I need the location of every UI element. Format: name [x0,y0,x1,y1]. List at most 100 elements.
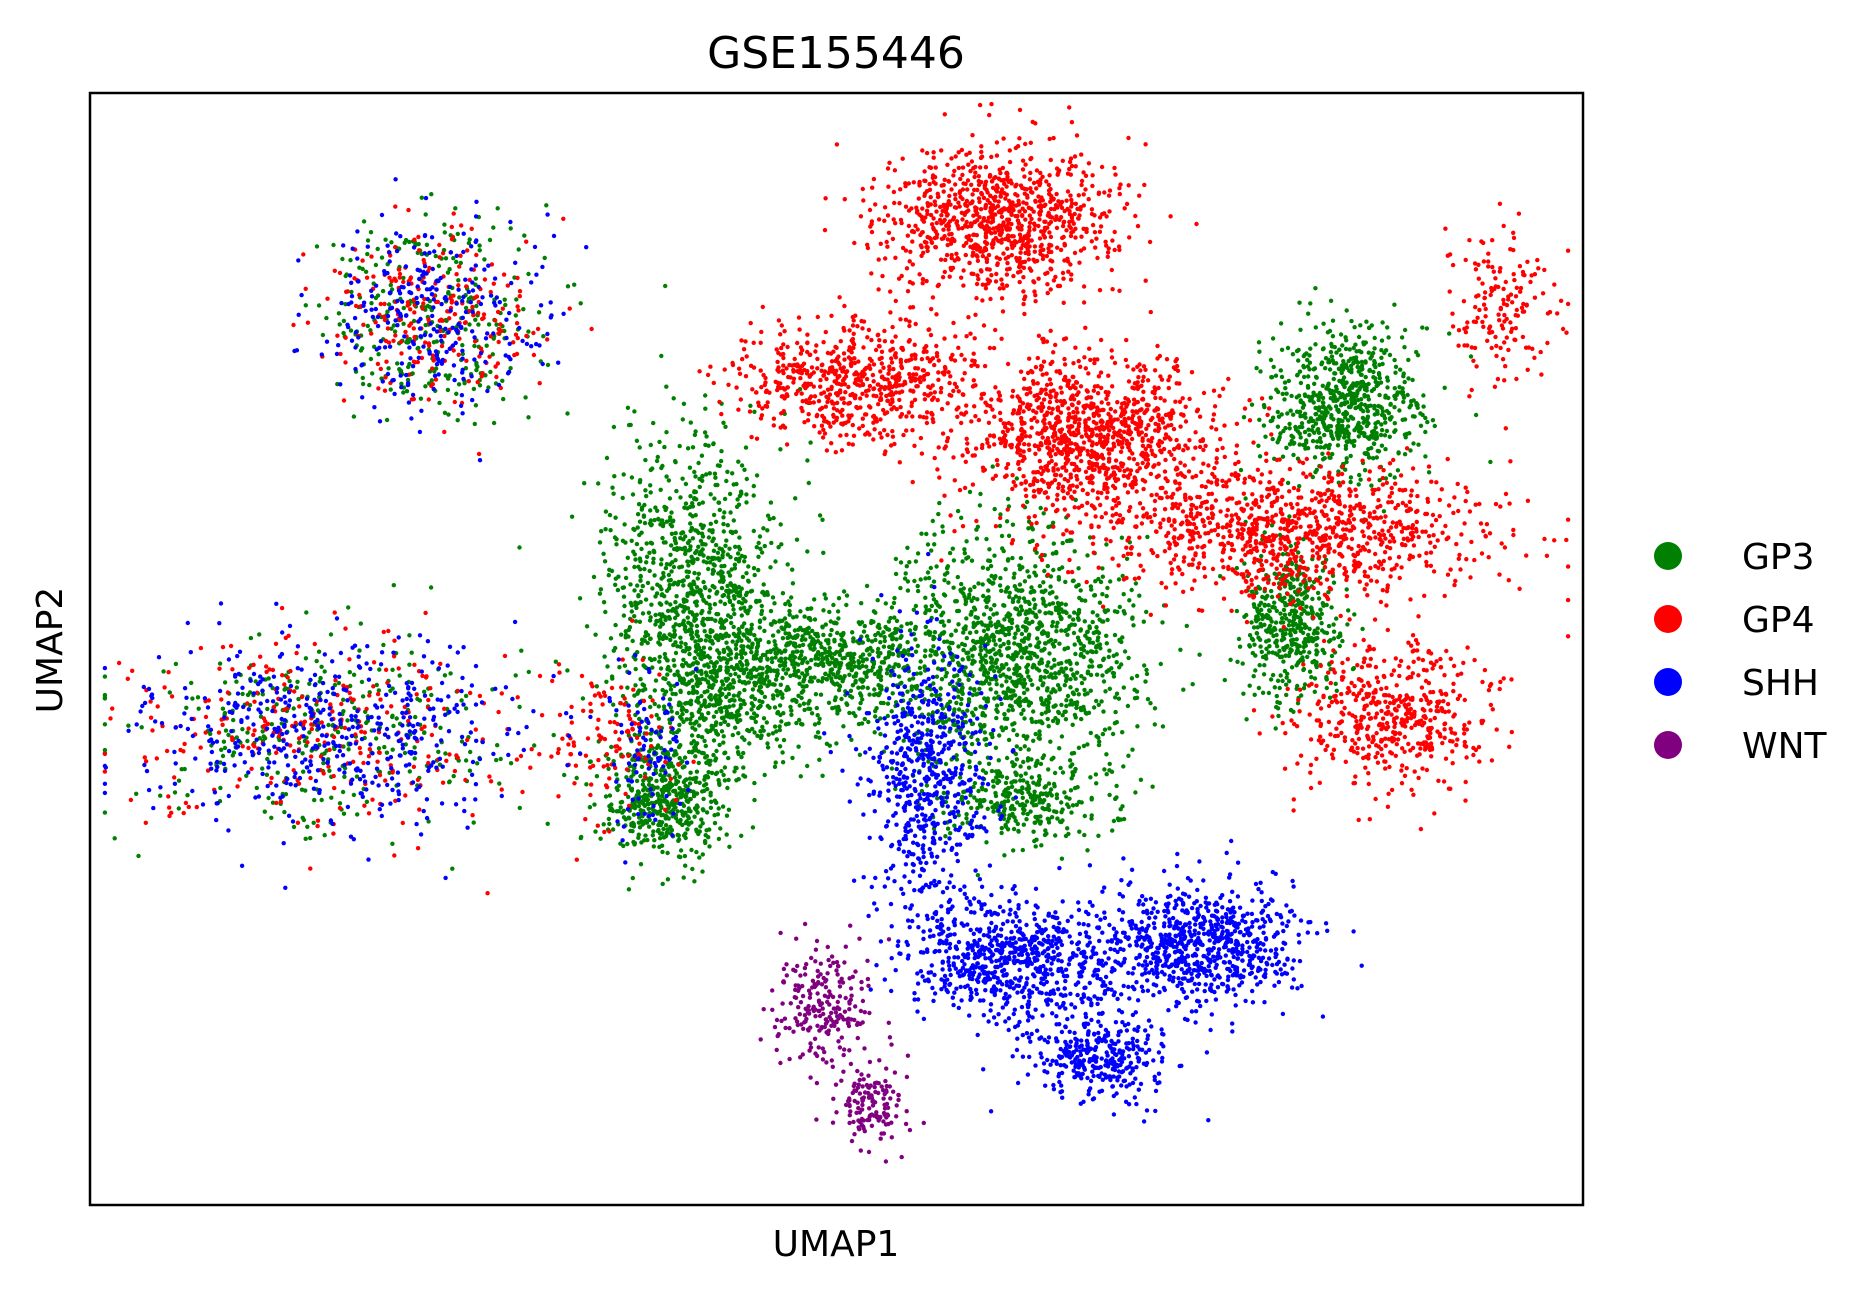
point-gp3 [742,633,747,638]
point-gp3 [694,741,700,746]
point-gp3 [660,849,665,855]
point-gp3 [1039,630,1045,636]
point-gp3 [1119,662,1124,667]
point-gp3 [991,612,996,617]
point-gp3 [656,704,661,709]
point-gp3 [1272,625,1277,631]
point-gp3 [771,696,776,701]
point-gp3 [1059,800,1064,805]
point-gp3 [713,542,719,548]
point-gp3 [707,471,712,476]
point-gp3 [1065,632,1070,637]
point-gp3 [947,645,952,650]
point-gp3 [665,608,671,614]
point-gp3 [690,725,695,730]
point-gp3 [849,656,854,661]
point-gp3 [726,807,732,812]
point-gp3 [1289,642,1295,647]
point-gp3 [890,646,895,651]
point-gp3 [1268,418,1274,424]
point-gp3 [1072,700,1078,706]
point-gp3 [913,603,919,609]
point-gp3 [653,505,658,510]
point-gp3 [678,644,683,649]
point-gp3 [1349,370,1354,375]
point-gp3 [1387,416,1393,421]
point-gp3 [676,702,681,708]
point-gp3 [659,614,665,619]
point-gp3 [610,827,616,832]
point-gp3 [1038,761,1044,767]
point-gp3 [1068,685,1073,690]
point-gp3 [931,579,937,584]
point-gp3 [1358,323,1363,328]
point-gp3 [1418,423,1424,428]
point-gp3 [812,617,818,622]
point-gp3 [981,612,987,617]
point-gp3 [1360,626,1365,632]
point-gp3 [698,637,704,643]
point-gp3 [1373,364,1378,370]
point-gp3 [668,668,673,673]
point-gp3 [1085,669,1091,674]
point-gp3 [1037,609,1042,614]
point-gp3 [953,628,958,633]
point-gp3 [1359,401,1364,407]
point-gp3 [1279,654,1284,659]
point-gp3 [1269,588,1274,594]
point-gp3 [1272,600,1277,605]
point-gp3 [646,801,651,807]
point-gp3 [1055,620,1060,625]
point-gp3 [779,719,784,724]
point-gp3 [702,629,707,634]
point-gp3 [702,700,707,705]
point-gp3 [789,708,794,713]
point-gp3 [1251,674,1256,679]
point-gp3 [631,812,637,817]
point-gp3 [1312,430,1317,435]
point-gp3 [1291,709,1296,714]
point-gp3 [1063,579,1068,585]
point-gp3 [1085,742,1090,747]
point-gp3 [741,668,746,673]
point-gp3 [1421,404,1426,409]
point-gp3 [980,656,985,661]
point-gp3 [751,716,757,721]
point-gp3 [990,464,995,469]
point-gp3 [823,650,828,655]
point-gp3 [1364,319,1369,324]
point-gp3 [1064,703,1069,709]
point-gp3 [771,515,776,521]
point-gp3 [1078,588,1083,593]
point-gp3 [597,591,603,596]
point-gp3 [756,540,761,546]
point-gp3 [1288,408,1293,413]
point-gp3 [1134,689,1140,694]
point-gp3 [646,806,651,811]
point-gp3 [1331,622,1336,627]
point-gp3 [1327,359,1332,365]
point-gp3 [1324,685,1330,691]
point-gp3 [1003,725,1009,731]
point-gp3 [1133,581,1139,586]
point-gp3 [732,769,737,774]
point-gp3 [831,681,836,686]
point-gp3 [923,631,928,636]
point-gp3 [1287,442,1293,447]
point-gp3 [638,677,643,682]
point-gp3 [1028,590,1034,595]
point-gp3 [1279,347,1285,352]
point-gp3 [860,659,866,664]
point-gp3 [864,583,870,589]
point-gp3 [687,776,693,781]
point-gp3 [872,687,877,692]
point-gp3 [1315,590,1321,596]
point-gp3 [1037,583,1043,589]
point-gp3 [617,665,622,670]
point-gp3 [695,681,700,686]
point-gp3 [1038,677,1043,683]
point-gp3 [674,488,679,494]
point-gp3 [642,785,647,790]
point-gp3 [681,875,686,880]
point-gp3 [893,556,899,562]
